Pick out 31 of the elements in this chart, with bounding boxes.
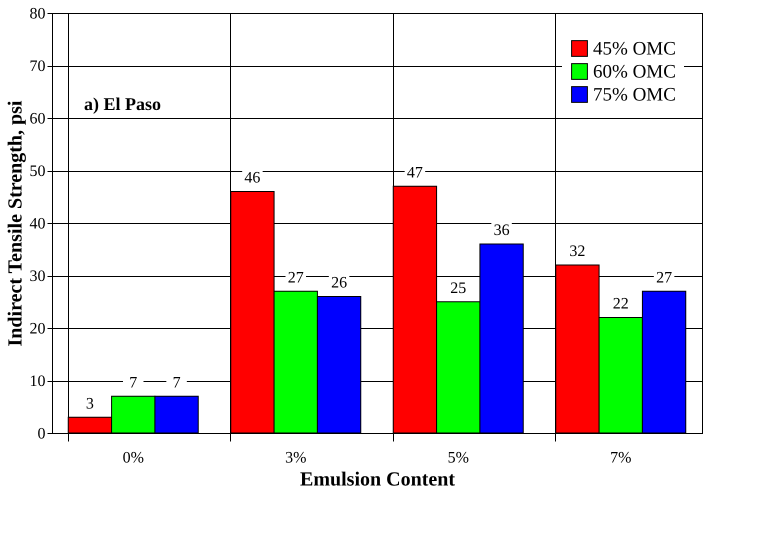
x-tick-label: 5%	[448, 450, 469, 466]
data-label: 36	[494, 222, 510, 239]
y-tick-label: 40	[30, 216, 46, 232]
data-label: 25	[450, 280, 466, 297]
data-label: 46	[244, 170, 260, 186]
data-label: 3	[86, 395, 94, 412]
legend-label: 75% OMC	[593, 84, 676, 106]
y-tick-label: 0	[38, 426, 46, 442]
data-label: 47	[406, 164, 423, 182]
x-tick-label: 3%	[285, 450, 306, 466]
x-axis-title: Emulsion Content	[300, 468, 456, 490]
data-label: 7	[129, 374, 138, 392]
y-tick-label: 30	[30, 268, 46, 285]
data-label: 27	[656, 269, 672, 286]
y-tick-label: 60	[30, 110, 46, 128]
y-tick-label: 10	[30, 373, 46, 390]
data-label: 26	[331, 274, 348, 292]
data-label: 27	[288, 269, 304, 286]
data-label: 32	[569, 243, 586, 260]
y-axis-title: Indirect Tensile Strength, psi	[4, 100, 26, 346]
y-tick-label: 20	[30, 320, 46, 338]
y-tick-label: 80	[30, 6, 46, 22]
data-label: 7	[172, 374, 181, 392]
y-tick-label: 70	[30, 58, 46, 75]
x-tick-label: 0%	[122, 450, 144, 466]
annotation: a) El Paso	[84, 94, 162, 114]
legend-label: 45% OMC	[593, 38, 676, 60]
x-tick-label: 7%	[610, 450, 632, 466]
y-tick-label: 50	[30, 163, 46, 180]
legend-label: 60% OMC	[593, 62, 676, 82]
data-label: 22	[612, 296, 629, 312]
